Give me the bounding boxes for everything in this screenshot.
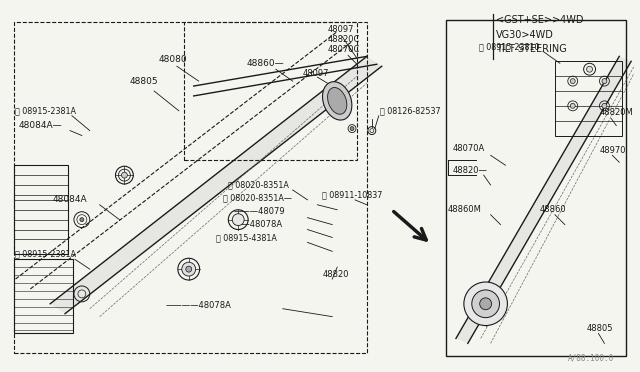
Circle shape	[186, 266, 192, 272]
Circle shape	[122, 172, 127, 178]
Text: 48860—: 48860—	[246, 59, 284, 68]
Text: Ⓑ 08020-8351A—: Ⓑ 08020-8351A—	[223, 193, 292, 202]
Bar	[446, 20, 626, 356]
Circle shape	[182, 262, 196, 276]
Circle shape	[602, 78, 607, 84]
Bar	[13, 22, 367, 353]
Text: 48097: 48097	[327, 25, 354, 34]
Ellipse shape	[323, 82, 352, 120]
Text: 48084A: 48084A	[52, 195, 87, 204]
Circle shape	[570, 78, 575, 84]
Circle shape	[464, 282, 508, 326]
Text: ———48079: ———48079	[233, 207, 285, 216]
Text: Ⓜ 08915-2381A: Ⓜ 08915-2381A	[15, 250, 76, 259]
Text: A/88.100.0: A/88.100.0	[568, 353, 614, 362]
Text: 48070A: 48070A	[453, 144, 485, 153]
Text: 48820M: 48820M	[600, 108, 633, 117]
Bar	[13, 165, 68, 254]
Text: Ⓟ 08915-4381A: Ⓟ 08915-4381A	[216, 233, 277, 242]
Circle shape	[350, 126, 354, 131]
Text: 48820—: 48820—	[453, 166, 488, 175]
Circle shape	[80, 218, 84, 222]
Circle shape	[570, 103, 575, 108]
Circle shape	[232, 214, 244, 225]
Text: Ⓑ 08126-82537: Ⓑ 08126-82537	[380, 106, 440, 115]
Text: TILT STEERING: TILT STEERING	[495, 44, 566, 54]
Text: VG30>4WD: VG30>4WD	[495, 30, 554, 39]
Text: ——48078A: ——48078A	[233, 220, 282, 229]
Bar	[184, 22, 357, 160]
Bar	[13, 259, 73, 333]
Text: 48860: 48860	[540, 205, 566, 214]
Text: Ⓜ 08915-2381A: Ⓜ 08915-2381A	[15, 106, 76, 115]
Text: Ⓑ 08020-8351A: Ⓑ 08020-8351A	[228, 180, 289, 189]
Text: 48080: 48080	[159, 55, 188, 64]
Circle shape	[472, 290, 499, 318]
Text: ————48078A: ————48078A	[166, 301, 232, 310]
Text: 48860M: 48860M	[448, 205, 482, 214]
Polygon shape	[50, 56, 381, 314]
Text: 48805: 48805	[587, 324, 613, 333]
Text: Ⓜ 08915-23810: Ⓜ 08915-23810	[479, 42, 540, 51]
Text: Ⓝ 08911-10837: Ⓝ 08911-10837	[323, 190, 383, 199]
Text: 48970: 48970	[600, 146, 626, 155]
Polygon shape	[456, 56, 631, 343]
Text: 48097: 48097	[303, 69, 329, 78]
Bar	[555, 61, 622, 135]
Circle shape	[587, 66, 593, 72]
Circle shape	[602, 103, 607, 108]
Text: 48084A—: 48084A—	[19, 121, 62, 130]
Text: 48805: 48805	[129, 77, 158, 86]
Text: 48820: 48820	[323, 270, 349, 279]
Bar	[13, 200, 68, 254]
Ellipse shape	[328, 87, 347, 114]
Circle shape	[480, 298, 492, 310]
Text: <GST+SE>>4WD: <GST+SE>>4WD	[495, 15, 583, 25]
Text: 48070C: 48070C	[327, 45, 360, 54]
Text: 48820C: 48820C	[327, 35, 360, 44]
